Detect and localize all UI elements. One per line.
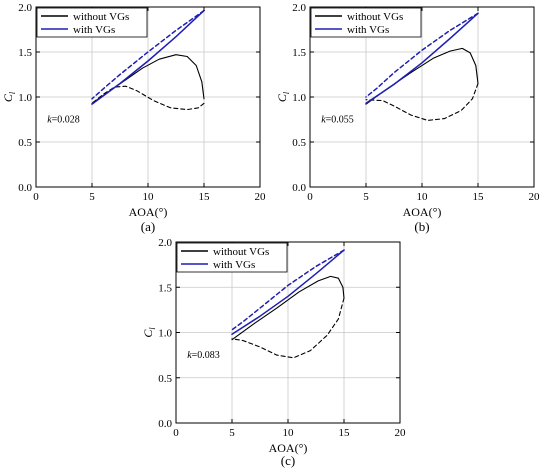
series-with-vgs-upstroke: [91, 9, 205, 105]
series-without-vgs-downstroke: [91, 85, 205, 111]
y-tick-label: 0.0: [158, 418, 172, 430]
legend-label: with VGs: [213, 259, 255, 271]
k-annotation: k=0.083: [187, 350, 220, 361]
series-with-vgs-downstroke: [91, 9, 205, 100]
series-with-vgs-downstroke: [231, 249, 345, 331]
panel-label: (a): [141, 219, 155, 234]
x-tick-label: 15: [339, 427, 351, 439]
x-axis-label: AOA(°): [269, 441, 308, 455]
x-tick-label: 10: [417, 191, 429, 203]
x-tick-label: 0: [33, 191, 39, 203]
series-with-vgs-downstroke: [365, 12, 479, 98]
series-without-vgs-downstroke: [231, 297, 345, 359]
legend-box: [310, 7, 422, 38]
chart-panel-3: 0 5 10 15 20 0.0 0.5 1.0 1.5 2.0 AOA(°) Cl without V…: [141, 237, 406, 455]
x-axis-label: AOA(°): [129, 205, 168, 219]
y-tick-label: 0.0: [292, 182, 306, 194]
y-tick-label: 1.0: [158, 328, 172, 340]
y-tick-label: 0.5: [18, 137, 32, 149]
legend-label: without VGs: [347, 11, 403, 23]
legend-label: without VGs: [73, 11, 129, 23]
x-tick-label: 20: [255, 191, 267, 203]
k-annotation: k=0.055: [321, 115, 354, 126]
k-annotation: k=0.028: [47, 115, 80, 126]
y-tick-label: 1.0: [18, 92, 32, 104]
y-tick-label: 2.0: [158, 237, 172, 249]
x-axis-label: AOA(°): [403, 205, 442, 219]
x-tick-label: 15: [473, 191, 485, 203]
legend-box: [176, 242, 288, 273]
y-tick-label: 1.0: [292, 92, 306, 104]
series-without-vgs-downstroke: [365, 82, 479, 121]
y-tick-label: 1.5: [158, 282, 172, 294]
x-tick-label: 0: [173, 427, 179, 439]
y-tick-label: 2.0: [292, 2, 306, 14]
y-tick-label: 2.0: [18, 2, 32, 14]
y-tick-label: 0.0: [18, 182, 32, 194]
series-with-vgs-upstroke: [231, 249, 345, 336]
series-without-vgs-upstroke: [231, 275, 345, 341]
y-tick-label: 0.5: [292, 137, 306, 149]
y-tick-label: 1.5: [18, 47, 32, 59]
legend-label: without VGs: [213, 246, 269, 258]
x-tick-label: 10: [143, 191, 155, 203]
y-axis-label: Cl: [275, 91, 291, 102]
panel-label: (c): [281, 453, 295, 468]
y-tick-label: 0.5: [158, 373, 172, 385]
y-tick-label: 1.5: [292, 47, 306, 59]
legend-label: with VGs: [347, 24, 389, 36]
x-tick-label: 5: [229, 427, 235, 439]
y-axis-label: Cl: [141, 327, 157, 338]
panel-label: (b): [414, 219, 429, 234]
x-tick-label: 20: [395, 427, 407, 439]
x-tick-label: 0: [307, 191, 313, 203]
x-tick-label: 10: [283, 427, 295, 439]
y-axis-label: Cl: [1, 91, 17, 102]
series-with-vgs-upstroke: [365, 12, 479, 105]
x-tick-label: 5: [363, 191, 369, 203]
x-tick-label: 20: [529, 191, 541, 203]
x-tick-label: 5: [89, 191, 95, 203]
chart-panel-1: 0 5 10 15 20 0.0 0.5 1.0 1.5 2.0 AOA(°) Cl without V…: [1, 2, 266, 219]
chart-panel-2: 0 5 10 15 20 0.0 0.5 1.0 1.5 2.0 AOA(°) Cl without V…: [275, 2, 540, 219]
legend-box: [36, 7, 148, 38]
legend-label: with VGs: [73, 24, 115, 36]
x-tick-label: 15: [199, 191, 211, 203]
